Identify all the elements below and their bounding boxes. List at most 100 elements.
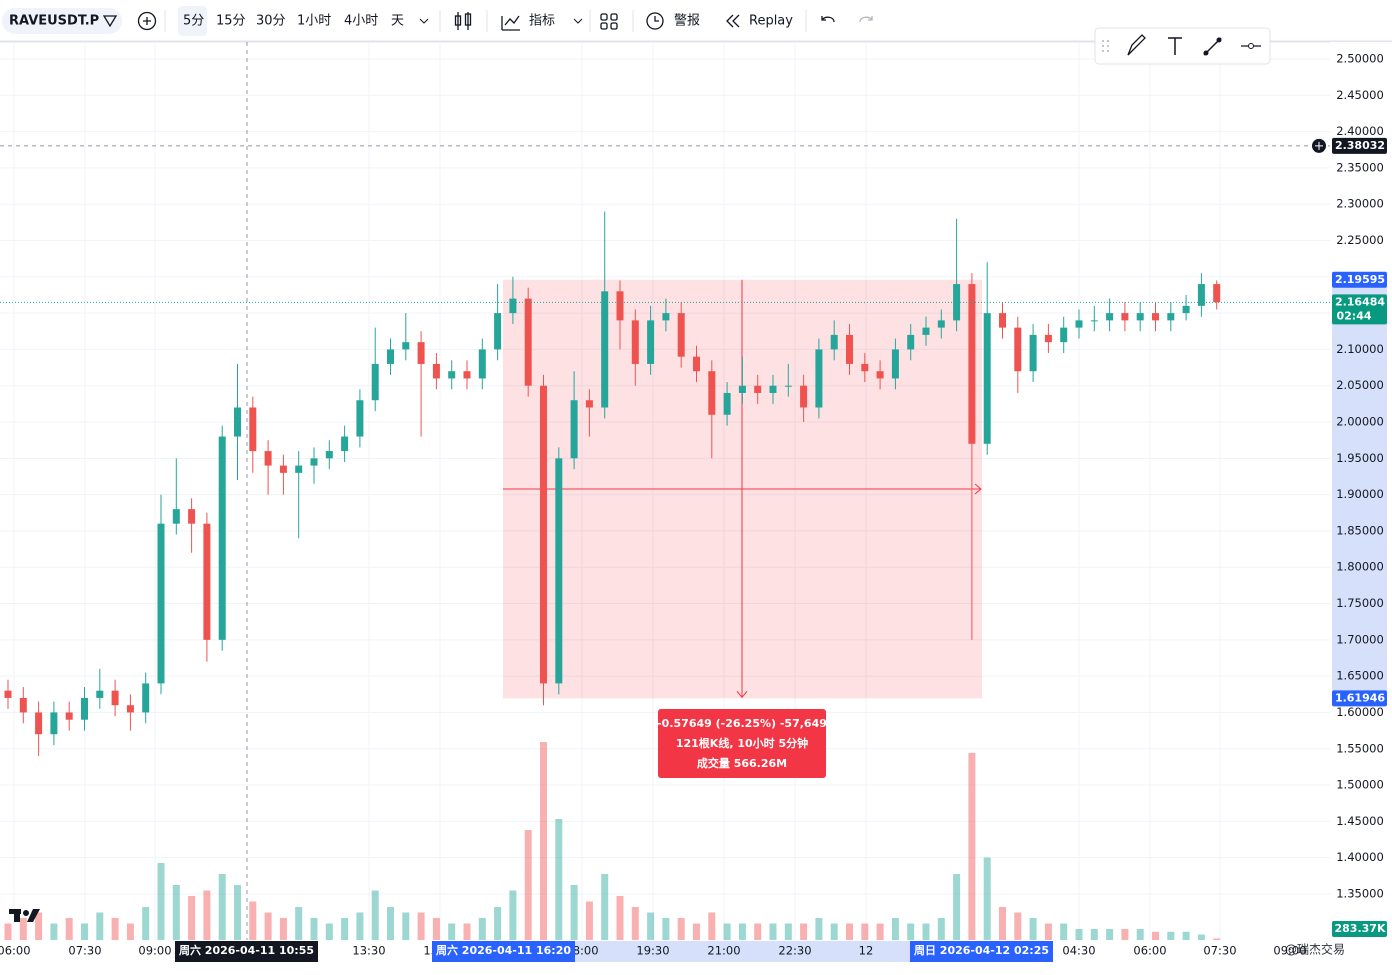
redo[interactable]: [859, 16, 873, 23]
interval[interactable]: 30分: [256, 14, 286, 29]
measure-start-label: 2.19595: [1335, 273, 1385, 286]
candle-body: [891, 349, 899, 379]
volume-bar: [999, 907, 1006, 940]
symbol[interactable]: RAVEUSDT.P: [9, 14, 99, 29]
time-range-highlight: [575, 941, 910, 962]
candle-body: [631, 320, 639, 364]
candle-body: [754, 385, 762, 393]
y-tick-label: 2.35000: [1336, 160, 1384, 174]
y-tick-label: 1.75000: [1336, 596, 1384, 610]
y-tick-label: 1.55000: [1336, 741, 1384, 755]
alerts[interactable]: 警报: [674, 13, 700, 29]
time-highlight-bg: [910, 941, 1053, 962]
time-highlight: 周六 2026-04-11 10:55: [179, 943, 314, 957]
indicators-icon[interactable]: [501, 15, 520, 31]
candle-body: [1090, 320, 1098, 322]
y-tick-label: 1.40000: [1336, 850, 1384, 864]
layout-icon[interactable]: [600, 13, 618, 30]
candle-body: [1014, 327, 1022, 372]
volume-bar: [800, 923, 808, 940]
volume-bar: [188, 896, 196, 940]
candle-body: [19, 697, 27, 713]
volume-bar: [968, 753, 976, 940]
candle-body: [1197, 284, 1205, 306]
volume-bar: [1121, 929, 1129, 940]
volume-bar: [172, 885, 180, 940]
volume-bar: [1029, 918, 1037, 940]
chart-type-icon[interactable]: [454, 12, 472, 30]
candle-body: [325, 451, 333, 459]
volume-bar: [1044, 923, 1052, 940]
volume-bar: [218, 874, 226, 940]
volume-bar: [494, 907, 502, 940]
candle-body: [448, 371, 456, 379]
replay-icon[interactable]: [726, 14, 740, 28]
volume-bar: [1197, 934, 1205, 940]
replay[interactable]: Replay: [749, 14, 793, 29]
volume-bar: [815, 918, 823, 940]
y-tick-label: 1.80000: [1336, 560, 1384, 574]
interval-menu[interactable]: [419, 18, 429, 24]
measure-label-bg: [658, 709, 826, 778]
y-tick-label: 1.60000: [1336, 705, 1384, 719]
x-tick-label: 09:00: [1273, 944, 1306, 958]
crosshair-price-label-bg: [1332, 137, 1387, 154]
measure-start-label-bg: [1332, 271, 1387, 288]
candle-body: [540, 385, 547, 684]
candle-body: [249, 407, 257, 452]
candle-body: [96, 690, 104, 698]
y-tick-label: 1.70000: [1336, 632, 1384, 646]
indicators[interactable]: 指标: [529, 14, 555, 29]
interval[interactable]: 1小时: [297, 14, 331, 29]
text-tool[interactable]: [1168, 37, 1182, 55]
volume-bar: [631, 907, 639, 940]
volume-bar: [279, 918, 287, 940]
x-tick-label: 06:00: [0, 944, 31, 958]
volume-bar: [371, 890, 379, 940]
volume-bar: [81, 923, 88, 940]
symbol-icon[interactable]: [102, 15, 118, 28]
volume-bar: [432, 918, 440, 940]
candle-body: [35, 712, 43, 735]
countdown: 02:44: [1336, 309, 1371, 322]
volume-bar: [540, 742, 547, 940]
symbol-pill[interactable]: [2, 8, 122, 34]
volume-bar: [585, 901, 593, 940]
volume-bar: [1182, 931, 1190, 940]
candle-body: [1121, 313, 1129, 321]
interval[interactable]: 5分: [183, 14, 204, 29]
volume-bar: [662, 918, 670, 940]
add-symbol[interactable]: [137, 11, 157, 31]
last-volume-bg: [1332, 921, 1387, 937]
brush-tool[interactable]: [1127, 34, 1146, 56]
alert-icon[interactable]: [646, 12, 664, 30]
volume-bar: [4, 923, 12, 940]
y-tick-label: 1.65000: [1336, 669, 1384, 683]
measure-label: -0.57649 (-26.25%) -57,649: [657, 717, 827, 730]
candle-body: [417, 342, 425, 364]
volume-bar: [295, 907, 303, 940]
candle-body: [279, 465, 287, 473]
volume-bar: [126, 923, 134, 940]
crosshair-add-plus: [1315, 141, 1323, 150]
candle-body: [922, 327, 930, 335]
x-tick-label: 07:30: [1203, 944, 1236, 958]
x-tick-label: 04:30: [1062, 944, 1095, 958]
undo[interactable]: [821, 16, 835, 23]
volume-bar: [1106, 929, 1114, 940]
candle-body: [387, 349, 394, 364]
indicators-menu[interactable]: [573, 18, 583, 24]
volume-bar: [937, 918, 945, 940]
candle-body: [555, 458, 563, 684]
drag-handle[interactable]: [1102, 40, 1109, 52]
interval[interactable]: 4小时: [344, 14, 378, 29]
trend-line-dot: [1216, 37, 1222, 43]
interval[interactable]: 天: [391, 14, 404, 29]
volume-bar: [417, 912, 425, 940]
interval[interactable]: 15分: [216, 14, 246, 29]
candle-body: [172, 509, 180, 524]
candle-body: [1213, 284, 1221, 303]
y-tick-label: 2.25000: [1336, 233, 1384, 247]
candle-body: [800, 385, 808, 408]
